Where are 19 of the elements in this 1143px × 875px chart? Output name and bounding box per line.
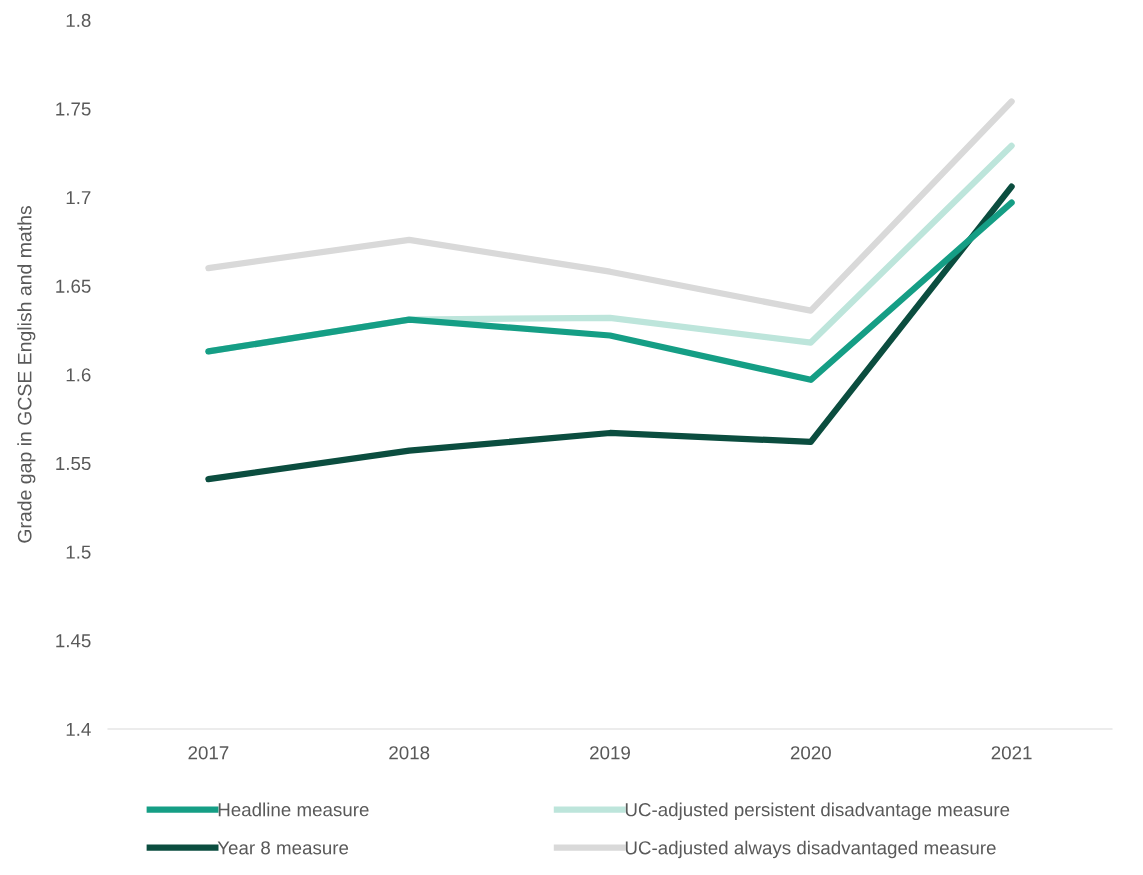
y-tick-label: 1.7	[66, 191, 91, 205]
x-tick-label: 2017	[188, 746, 229, 760]
x-tick-label: 2021	[991, 746, 1032, 760]
y-tick-label: 1.65	[56, 279, 91, 293]
x-tick-label: 2018	[389, 746, 430, 760]
y-tick-label: 1.75	[56, 102, 91, 116]
legend-label: Year 8 measure	[217, 841, 349, 855]
y-tick-label: 1.8	[66, 13, 91, 27]
y-tick-label: 1.45	[56, 634, 91, 648]
legend-label: Headline measure	[218, 802, 369, 817]
y-axis-title: Grade gap in GCSE English and maths	[17, 206, 36, 543]
legend-label: UC-adjusted persistent disadvantage measure	[625, 802, 1010, 821]
y-tick-label: 1.6	[66, 368, 91, 382]
y-tick-label: 1.55	[56, 457, 91, 471]
y-tick-label: 1.5	[66, 545, 91, 559]
x-tick-label: 2019	[590, 746, 630, 760]
legend-label: UC-adjusted always disadvantaged measure	[625, 840, 996, 859]
y-tick-label: 1.4	[66, 722, 91, 736]
x-tick-label: 2020	[790, 746, 831, 760]
